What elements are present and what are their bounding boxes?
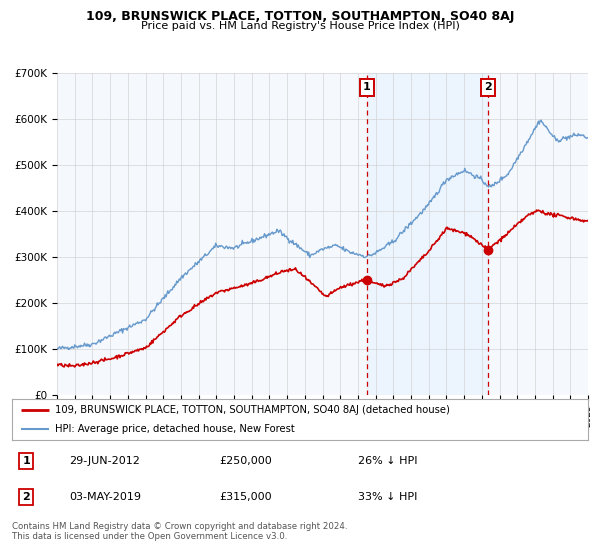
Text: 109, BRUNSWICK PLACE, TOTTON, SOUTHAMPTON, SO40 8AJ (detached house): 109, BRUNSWICK PLACE, TOTTON, SOUTHAMPTO… — [55, 405, 450, 415]
Text: 03-MAY-2019: 03-MAY-2019 — [70, 492, 142, 502]
Text: 109, BRUNSWICK PLACE, TOTTON, SOUTHAMPTON, SO40 8AJ: 109, BRUNSWICK PLACE, TOTTON, SOUTHAMPTO… — [86, 10, 514, 23]
Text: £250,000: £250,000 — [220, 456, 272, 466]
Text: 1: 1 — [363, 82, 371, 92]
Text: 29-JUN-2012: 29-JUN-2012 — [70, 456, 140, 466]
Text: 2: 2 — [484, 82, 491, 92]
Text: 33% ↓ HPI: 33% ↓ HPI — [358, 492, 417, 502]
Text: 1: 1 — [23, 456, 30, 466]
Text: Contains HM Land Registry data © Crown copyright and database right 2024.
This d: Contains HM Land Registry data © Crown c… — [12, 522, 347, 542]
Text: £315,000: £315,000 — [220, 492, 272, 502]
Text: Price paid vs. HM Land Registry's House Price Index (HPI): Price paid vs. HM Land Registry's House … — [140, 21, 460, 31]
Text: 2: 2 — [23, 492, 30, 502]
Text: 26% ↓ HPI: 26% ↓ HPI — [358, 456, 417, 466]
Text: HPI: Average price, detached house, New Forest: HPI: Average price, detached house, New … — [55, 424, 295, 433]
Bar — [367, 73, 488, 395]
